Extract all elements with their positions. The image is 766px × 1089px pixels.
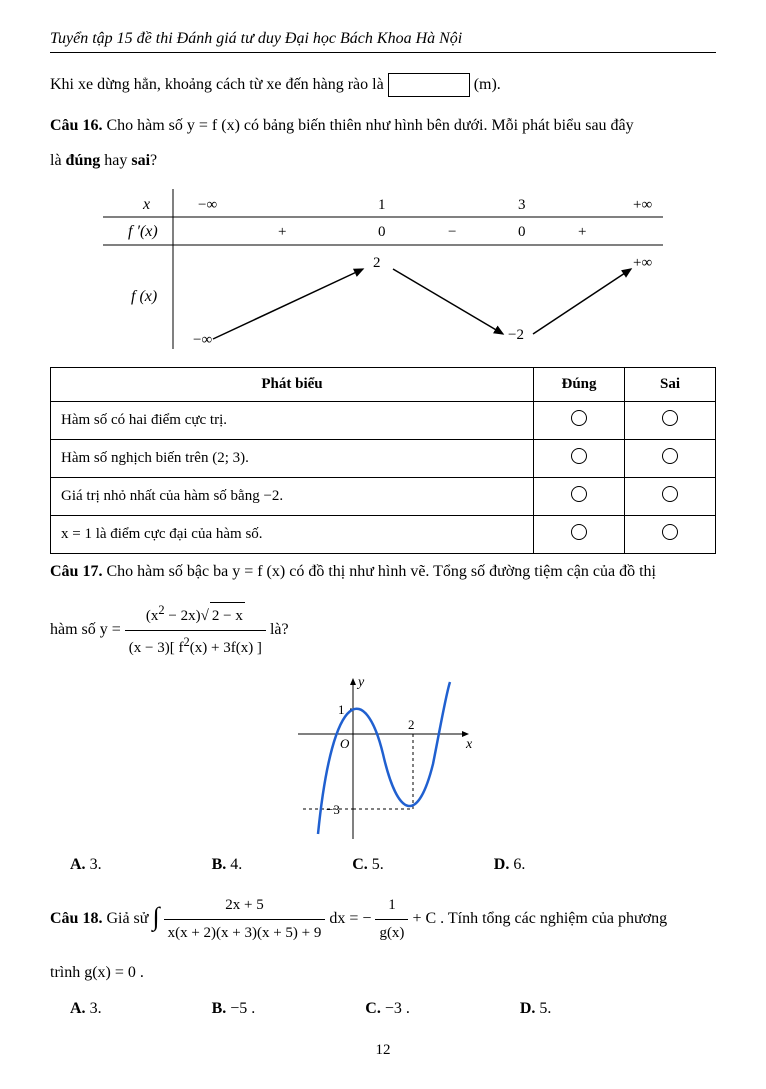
q18-mid: dx = − [329, 910, 371, 927]
q18-optC[interactable]: C. −3 . [365, 1000, 410, 1018]
table-row: Giá trị nhỏ nhất của hàm số bằng −2. [51, 478, 716, 516]
radio-dung-3[interactable] [571, 524, 587, 540]
q16-hay: hay [100, 152, 131, 169]
th-dung: Đúng [534, 368, 625, 402]
q17-optB[interactable]: B. 4. [212, 856, 243, 874]
x2-label: 2 [408, 717, 415, 732]
q18-options: A. 3. B. −5 . C. −3 . D. 5. [70, 1000, 716, 1018]
q16-text: Câu 16. Cho hàm số y = f (x) có bảng biế… [50, 112, 716, 141]
q18-optA[interactable]: A. 3. [70, 1000, 102, 1018]
y-axis-label: y [356, 675, 365, 690]
q16-t1: Cho hàm số y = f (x) có bảng biến thiên … [102, 117, 633, 134]
intro-pre: Khi xe dừng hẳn, khoảng cách từ xe đến h… [50, 76, 384, 93]
q18-f2d: g(x) [375, 920, 408, 947]
vt-2: 2 [373, 255, 381, 271]
stmt-2: Giá trị nhỏ nhất của hàm số bằng −2. [51, 478, 534, 516]
q16-text2: là đúng hay sai? [50, 147, 716, 176]
cubic-graph: y x O 1 −3 2 [288, 674, 478, 844]
table-row: Hàm số nghịch biến trên (2; 3). [51, 440, 716, 478]
q18-optB[interactable]: B. −5 . [212, 1000, 256, 1018]
vt-pinf2: +∞ [633, 255, 652, 271]
intro-line: Khi xe dừng hẳn, khoảng cách từ xe đến h… [50, 71, 716, 100]
vt-ninf2: −∞ [193, 332, 212, 348]
q18-line2: trình g(x) = 0 . [50, 959, 716, 988]
vt-z1: 0 [378, 224, 386, 240]
vt-fp: f ′(x) [128, 223, 158, 240]
q17-optC[interactable]: C. 5. [352, 856, 384, 874]
origin-label: O [340, 736, 350, 751]
radio-dung-2[interactable] [571, 486, 587, 502]
table-row: Hàm số có hai điểm cực trị. [51, 402, 716, 440]
q17-post: là? [270, 621, 289, 638]
q17-options: A. 3. B. 4. C. 5. D. 6. [70, 856, 716, 874]
radio-sai-3[interactable] [662, 524, 678, 540]
q18-optD[interactable]: D. 5. [520, 1000, 552, 1018]
q18-label: Câu 18. [50, 910, 102, 927]
vt-p2: + [578, 224, 586, 240]
q16-sai: sai [131, 152, 150, 169]
vt-fx: f (x) [131, 288, 157, 305]
table-row: x = 1 là điểm cực đại của hàm số. [51, 516, 716, 554]
q17-fraction: (x2 − 2x)2 − x (x − 3)[ f2(x) + 3f(x) ] [125, 599, 266, 662]
blank-input[interactable] [388, 73, 470, 97]
vt-ninf: −∞ [198, 197, 217, 213]
vt-p1: + [278, 224, 286, 240]
q17-text: Câu 17. Cho hàm số bậc ba y = f (x) có đ… [50, 558, 716, 587]
radio-sai-0[interactable] [662, 410, 678, 426]
stmt-3: x = 1 là điểm cực đại của hàm số. [51, 516, 534, 554]
vt-x: x [142, 196, 150, 213]
q18-frac2: 1 g(x) [375, 892, 408, 947]
q17-optA[interactable]: A. 3. [70, 856, 102, 874]
q18-f2n: 1 [375, 892, 408, 920]
q18-post: + C . Tính tổng các nghiệm của phương [412, 910, 667, 927]
intro-unit: (m). [474, 76, 501, 93]
radio-dung-0[interactable] [571, 410, 587, 426]
vt-1: 1 [378, 197, 386, 213]
vt-z2: 0 [518, 224, 526, 240]
true-false-table: Phát biểu Đúng Sai Hàm số có hai điểm cự… [50, 367, 716, 554]
q16-t2a: là [50, 152, 66, 169]
vt-pinf: +∞ [633, 197, 652, 213]
q18-f1d: x(x + 2)(x + 3)(x + 5) + 9 [164, 920, 326, 947]
q17-line2: hàm số y = (x2 − 2x)2 − x (x − 3)[ f2(x)… [50, 599, 716, 662]
stmt-1: Hàm số nghịch biến trên (2; 3). [51, 440, 534, 478]
q16-qm: ? [150, 152, 157, 169]
variation-table: x −∞ 1 3 +∞ f ′(x) + 0 − 0 + f (x) 2 +∞ … [103, 189, 663, 349]
vt-3: 3 [518, 197, 526, 213]
q18-f1n: 2x + 5 [164, 892, 326, 920]
stmt-0: Hàm số có hai điểm cực trị. [51, 402, 534, 440]
vt-m: − [448, 224, 456, 240]
q18-text: Câu 18. Giả sử ∫ 2x + 5 x(x + 2)(x + 3)(… [50, 892, 716, 947]
q17-t: Cho hàm số bậc ba y = f (x) có đồ thị nh… [102, 563, 656, 580]
x-axis-label: x [465, 737, 473, 752]
page-header: Tuyển tập 15 đề thi Đánh giá tư duy Đại … [50, 30, 716, 53]
header-text: Tuyển tập 15 đề thi Đánh giá tư duy Đại … [50, 30, 462, 47]
radio-sai-2[interactable] [662, 486, 678, 502]
radio-dung-1[interactable] [571, 448, 587, 464]
q16-dung: đúng [66, 152, 101, 169]
y1-label: 1 [338, 702, 345, 717]
th-sai: Sai [625, 368, 716, 402]
q16-label: Câu 16. [50, 117, 102, 134]
q17-label: Câu 17. [50, 563, 102, 580]
vt-n2: −2 [508, 327, 524, 343]
q17-optD[interactable]: D. 6. [494, 856, 526, 874]
q17-pre: hàm số y = [50, 621, 125, 638]
q18-pre: Giả sử [102, 910, 152, 927]
integral-sign: ∫ [152, 894, 159, 941]
th-phatbieu: Phát biểu [51, 368, 534, 402]
q18-l2: trình g(x) = 0 . [50, 964, 144, 981]
radio-sai-1[interactable] [662, 448, 678, 464]
page-number: 12 [50, 1042, 716, 1059]
q18-frac1: 2x + 5 x(x + 2)(x + 3)(x + 5) + 9 [164, 892, 326, 947]
